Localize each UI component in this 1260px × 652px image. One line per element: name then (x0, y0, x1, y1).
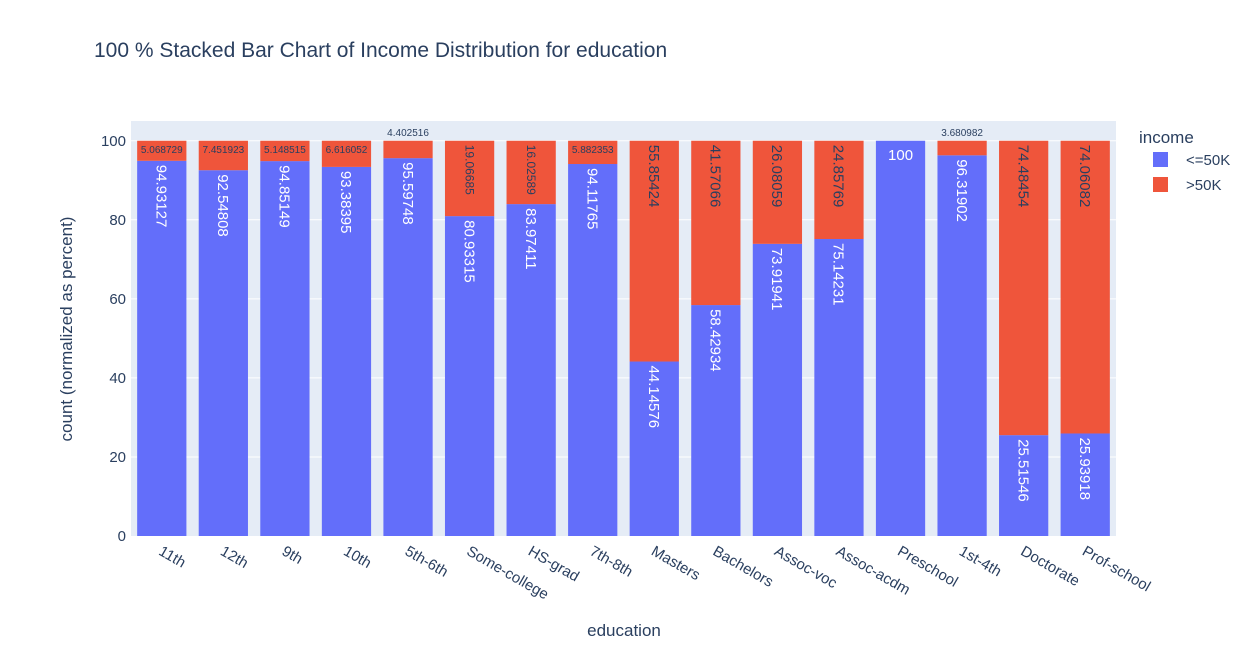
data-label-le50k: 75.14231 (830, 243, 847, 306)
data-label-le50k: 58.42934 (707, 309, 724, 372)
bar-segment-le50k (137, 160, 187, 536)
y-tick-label: 100 (101, 133, 126, 150)
data-label-le50k: 25.51546 (1014, 439, 1031, 502)
bar-segment-gt50k (629, 140, 679, 362)
legend-label: >50K (1186, 177, 1221, 194)
bar-segment-le50k (752, 243, 803, 536)
legend: income <=50K >50K (1139, 128, 1230, 194)
bar-segment-gt50k (568, 140, 618, 165)
bar-segment-gt50k (137, 140, 187, 161)
legend-title: income (1139, 128, 1194, 147)
bar-segment-le50k (383, 158, 433, 536)
bar-segment-le50k (198, 170, 248, 537)
data-label-le50k: 80.93315 (460, 220, 477, 283)
bar-segment-gt50k (691, 140, 741, 306)
bar-segment-gt50k (1060, 140, 1110, 434)
data-label-le50k: 94.93127 (153, 165, 170, 228)
y-tick-label: 20 (109, 449, 126, 466)
data-label-le50k: 93.38395 (337, 171, 354, 234)
bar-segment-gt50k (198, 140, 248, 171)
legend-swatch (1153, 152, 1168, 167)
data-label-gt50k: 6.616052 (326, 145, 368, 156)
data-label-gt50k: 26.08059 (768, 145, 785, 208)
data-label-le50k: 94.85149 (276, 165, 293, 228)
data-label-le50k: 25.93918 (1076, 437, 1093, 500)
bar-segment-le50k (260, 161, 310, 536)
bar-segment-le50k (999, 435, 1049, 536)
data-label-gt50k: 5.148515 (264, 145, 306, 156)
y-tick-label: 80 (109, 212, 126, 229)
y-tick-label: 40 (109, 370, 126, 387)
data-label-le50k: 94.11765 (583, 168, 600, 229)
data-label-gt50k: 4.402516 (387, 128, 429, 139)
bar-segment-le50k (321, 166, 372, 536)
bar-segment-gt50k (752, 140, 803, 244)
data-label-le50k: 73.91941 (768, 248, 785, 311)
bar-segment-le50k (937, 155, 987, 536)
data-label-le50k: 100 (888, 147, 913, 164)
data-label-le50k: 92.54808 (214, 174, 231, 237)
bar-segment-gt50k (814, 140, 864, 240)
y-axis-ticks: 0 20 40 60 80 100 (101, 133, 126, 545)
bar-segment-le50k (814, 239, 864, 536)
bar-segment-le50k (506, 204, 556, 536)
legend-label: <=50K (1186, 152, 1230, 169)
legend-swatch (1153, 177, 1168, 192)
bar-segment-le50k (1060, 433, 1110, 536)
bar-segment-gt50k (444, 140, 495, 217)
bars: 94.93127 5.068729 92.54808 7.451923 94.85149… (137, 128, 1110, 537)
chart-title: 100 % Stacked Bar Chart of Income Distri… (94, 39, 667, 62)
data-label-gt50k: 55.85424 (645, 145, 662, 208)
data-label-gt50k: 3.680982 (941, 128, 983, 139)
data-label-le50k: 96.31902 (953, 159, 970, 222)
y-tick-label: 60 (109, 291, 126, 308)
bar-segment-gt50k (937, 140, 987, 156)
bar-segment-le50k (691, 305, 741, 536)
bar-segment-le50k (444, 216, 495, 537)
data-label-le50k: 44.14576 (645, 366, 662, 429)
bar-segment-gt50k (383, 140, 433, 159)
bar-segment-gt50k (999, 140, 1049, 436)
bar-segment-le50k (568, 164, 618, 536)
bar-segment-le50k (875, 140, 926, 536)
bar-segment-gt50k (260, 140, 310, 162)
data-label-gt50k: 74.06082 (1076, 145, 1093, 208)
data-label-gt50k: 16.02589 (524, 145, 538, 195)
data-label-gt50k: 24.85769 (830, 145, 847, 208)
bar-segment-le50k (629, 361, 679, 536)
data-label-gt50k: 41.57066 (707, 145, 724, 208)
data-label-gt50k: 74.48454 (1014, 145, 1031, 208)
y-axis-title: count (normalized as percent) (57, 217, 76, 442)
bar-segment-gt50k (506, 140, 556, 205)
x-axis-title: education (587, 621, 661, 640)
data-label-gt50k: 5.068729 (141, 145, 183, 156)
data-label-gt50k: 7.451923 (202, 145, 244, 156)
bar-segment-gt50k (321, 140, 372, 167)
data-label-le50k: 83.97411 (522, 208, 539, 269)
data-label-gt50k: 19.06685 (462, 145, 476, 195)
y-tick-label: 0 (118, 528, 126, 545)
data-label-le50k: 95.59748 (399, 162, 416, 225)
data-label-gt50k: 5.882353 (572, 145, 614, 156)
